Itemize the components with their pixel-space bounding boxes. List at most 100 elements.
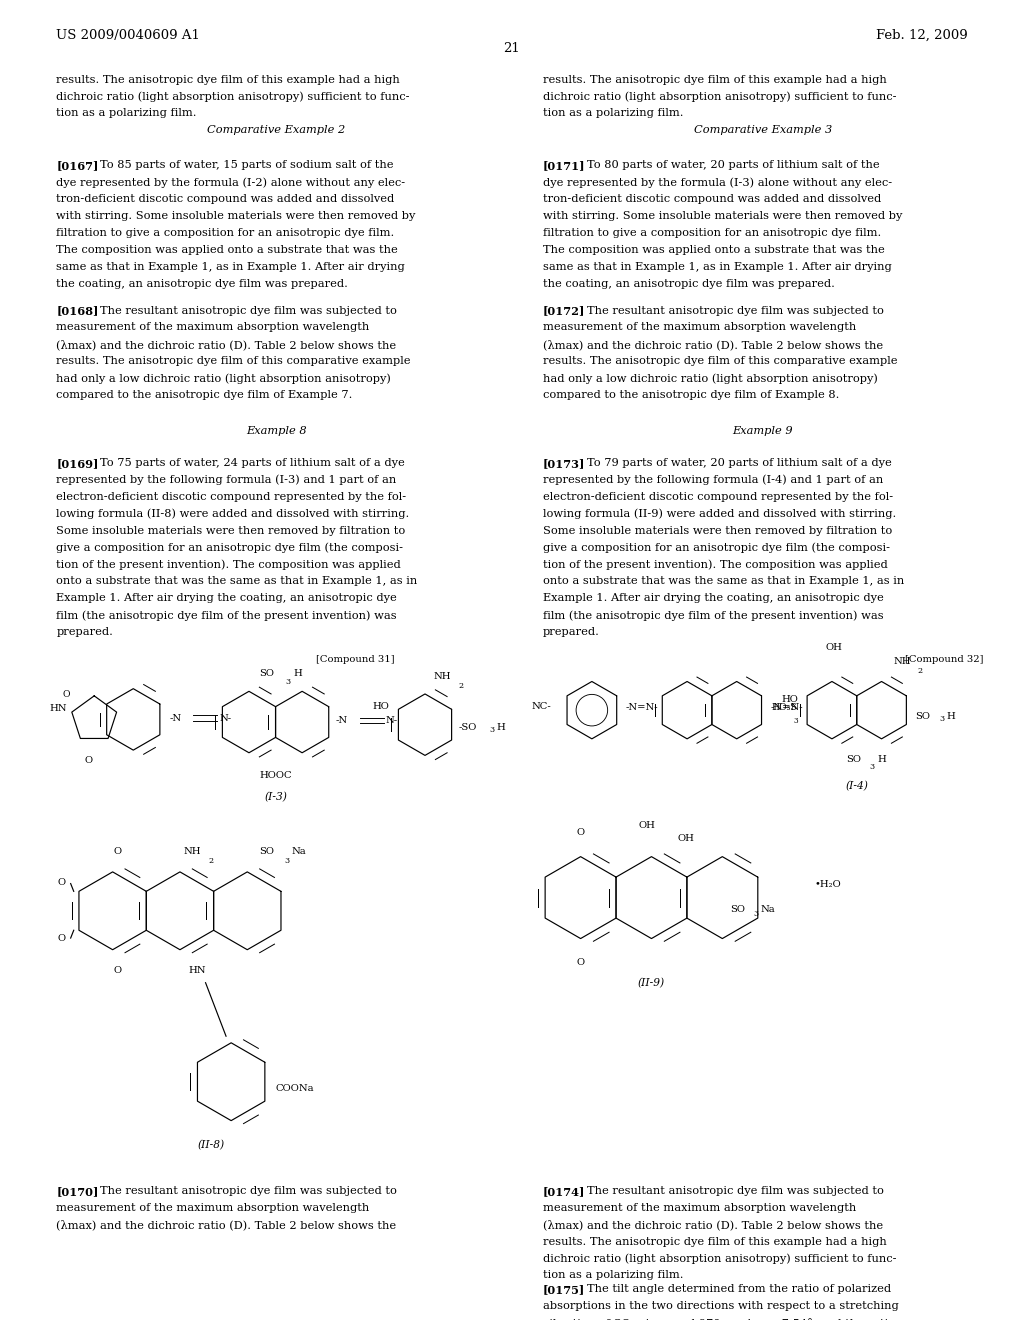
Text: O: O xyxy=(57,935,66,944)
Text: 3: 3 xyxy=(794,717,798,725)
Text: O: O xyxy=(577,958,585,968)
Text: Example 9: Example 9 xyxy=(732,425,794,436)
Text: N-: N- xyxy=(385,717,397,725)
Text: The resultant anisotropic dye film was subjected to: The resultant anisotropic dye film was s… xyxy=(587,1185,884,1196)
Text: the coating, an anisotropic dye film was prepared.: the coating, an anisotropic dye film was… xyxy=(56,279,348,289)
Text: represented by the following formula (I-3) and 1 part of an: represented by the following formula (I-… xyxy=(56,475,396,486)
Text: NC-: NC- xyxy=(531,702,551,710)
Text: SO: SO xyxy=(259,847,274,857)
Text: O: O xyxy=(84,756,92,766)
Text: 3: 3 xyxy=(284,857,289,866)
Text: filtration to give a composition for an anisotropic dye film.: filtration to give a composition for an … xyxy=(56,228,394,238)
Text: film (the anisotropic dye film of the present invention) was: film (the anisotropic dye film of the pr… xyxy=(543,610,884,620)
Text: -N: -N xyxy=(336,717,348,725)
Text: had only a low dichroic ratio (light absorption anisotropy): had only a low dichroic ratio (light abs… xyxy=(56,374,391,384)
Text: -N=N-: -N=N- xyxy=(626,704,658,711)
Text: The resultant anisotropic dye film was subjected to: The resultant anisotropic dye film was s… xyxy=(100,1185,397,1196)
Text: measurement of the maximum absorption wavelength: measurement of the maximum absorption wa… xyxy=(56,322,370,333)
Text: The resultant anisotropic dye film was subjected to: The resultant anisotropic dye film was s… xyxy=(100,306,397,315)
Text: results. The anisotropic dye film of this comparative example: results. The anisotropic dye film of thi… xyxy=(56,356,411,366)
Text: [0167]: [0167] xyxy=(56,161,98,172)
Text: [0174]: [0174] xyxy=(543,1185,585,1197)
Text: measurement of the maximum absorption wavelength: measurement of the maximum absorption wa… xyxy=(543,322,856,333)
Text: the coating, an anisotropic dye film was prepared.: the coating, an anisotropic dye film was… xyxy=(543,279,835,289)
Text: prepared.: prepared. xyxy=(56,627,114,638)
Text: H: H xyxy=(877,755,886,764)
Text: Feb. 12, 2009: Feb. 12, 2009 xyxy=(876,29,968,42)
Text: [0168]: [0168] xyxy=(56,306,98,317)
Text: HO: HO xyxy=(373,702,389,710)
Text: 3: 3 xyxy=(939,715,944,723)
Text: 3: 3 xyxy=(489,726,495,734)
Text: [0169]: [0169] xyxy=(56,458,98,469)
Text: HO₃S: HO₃S xyxy=(771,704,797,711)
Text: H: H xyxy=(497,723,506,731)
Text: give a composition for an anisotropic dye film (the composi-: give a composition for an anisotropic dy… xyxy=(56,543,403,553)
Text: The composition was applied onto a substrate that was the: The composition was applied onto a subst… xyxy=(56,244,398,255)
Text: H: H xyxy=(946,713,954,721)
Text: (II-9): (II-9) xyxy=(638,978,665,989)
Text: N-: N- xyxy=(219,714,231,722)
Text: To 79 parts of water, 20 parts of lithium salt of a dye: To 79 parts of water, 20 parts of lithiu… xyxy=(587,458,892,469)
Text: (λmax) and the dichroic ratio (D). Table 2 below shows the: (λmax) and the dichroic ratio (D). Table… xyxy=(56,1220,396,1230)
Text: results. The anisotropic dye film of this example had a high: results. The anisotropic dye film of thi… xyxy=(543,1237,887,1246)
Text: COONa: COONa xyxy=(275,1084,313,1093)
Text: O: O xyxy=(114,965,122,974)
Text: 3: 3 xyxy=(869,763,874,771)
Text: 3: 3 xyxy=(286,678,291,686)
Text: 2: 2 xyxy=(209,857,214,866)
Text: dichroic ratio (light absorption anisotropy) sufficient to func-: dichroic ratio (light absorption anisotr… xyxy=(56,91,410,102)
Text: [Compound 31]: [Compound 31] xyxy=(315,656,394,664)
Text: O: O xyxy=(577,828,585,837)
Text: lowing formula (II-8) were added and dissolved with stirring.: lowing formula (II-8) were added and dis… xyxy=(56,508,410,519)
Text: HOOC: HOOC xyxy=(259,771,292,780)
Text: [Compound 32]: [Compound 32] xyxy=(904,656,983,664)
Text: measurement of the maximum absorption wavelength: measurement of the maximum absorption wa… xyxy=(56,1203,370,1213)
Text: (λmax) and the dichroic ratio (D). Table 2 below shows the: (λmax) and the dichroic ratio (D). Table… xyxy=(543,1220,883,1230)
Text: onto a substrate that was the same as that in Example 1, as in: onto a substrate that was the same as th… xyxy=(543,577,904,586)
Text: compared to the anisotropic dye film of Example 7.: compared to the anisotropic dye film of … xyxy=(56,391,352,400)
Text: vibration of SO₃ at around 970 cm⁻¹ was 7.54°, and the ratio: vibration of SO₃ at around 970 cm⁻¹ was … xyxy=(543,1319,895,1320)
Text: results. The anisotropic dye film of this comparative example: results. The anisotropic dye film of thi… xyxy=(543,356,897,366)
Text: NH: NH xyxy=(894,656,911,665)
Text: dichroic ratio (light absorption anisotropy) sufficient to func-: dichroic ratio (light absorption anisotr… xyxy=(543,1254,896,1265)
Text: film (the anisotropic dye film of the present invention) was: film (the anisotropic dye film of the pr… xyxy=(56,610,397,620)
Text: (I-3): (I-3) xyxy=(264,792,287,803)
Text: [0171]: [0171] xyxy=(543,161,586,172)
Text: NH: NH xyxy=(183,847,201,857)
Text: [0173]: [0173] xyxy=(543,458,585,469)
Text: electron-deficient discotic compound represented by the fol-: electron-deficient discotic compound rep… xyxy=(543,492,893,502)
Text: (I-4): (I-4) xyxy=(845,781,868,792)
Text: To 85 parts of water, 15 parts of sodium salt of the: To 85 parts of water, 15 parts of sodium… xyxy=(100,161,394,170)
Text: -N: -N xyxy=(169,714,181,722)
Text: 2: 2 xyxy=(918,667,923,675)
Text: give a composition for an anisotropic dye film (the composi-: give a composition for an anisotropic dy… xyxy=(543,543,890,553)
Text: Comparative Example 3: Comparative Example 3 xyxy=(693,125,833,136)
Text: same as that in Example 1, as in Example 1. After air drying: same as that in Example 1, as in Example… xyxy=(56,261,406,272)
Text: with stirring. Some insoluble materials were then removed by: with stirring. Some insoluble materials … xyxy=(56,211,416,220)
Text: same as that in Example 1, as in Example 1. After air drying: same as that in Example 1, as in Example… xyxy=(543,261,892,272)
Text: H: H xyxy=(293,669,302,678)
Text: measurement of the maximum absorption wavelength: measurement of the maximum absorption wa… xyxy=(543,1203,856,1213)
Text: HN: HN xyxy=(188,965,206,974)
Text: HO: HO xyxy=(781,696,798,704)
Text: lowing formula (II-9) were added and dissolved with stirring.: lowing formula (II-9) were added and dis… xyxy=(543,508,896,519)
Text: absorptions in the two directions with respect to a stretching: absorptions in the two directions with r… xyxy=(543,1302,898,1311)
Text: (II-8): (II-8) xyxy=(197,1140,224,1151)
Text: (λmax) and the dichroic ratio (D). Table 2 below shows the: (λmax) and the dichroic ratio (D). Table… xyxy=(543,339,883,350)
Text: To 80 parts of water, 20 parts of lithium salt of the: To 80 parts of water, 20 parts of lithiu… xyxy=(587,161,880,170)
Text: OH: OH xyxy=(639,821,655,830)
Text: Example 8: Example 8 xyxy=(246,425,307,436)
Text: OH: OH xyxy=(825,643,843,652)
Text: SO: SO xyxy=(915,713,931,721)
Text: [0170]: [0170] xyxy=(56,1185,98,1197)
Text: filtration to give a composition for an anisotropic dye film.: filtration to give a composition for an … xyxy=(543,228,881,238)
Text: Na: Na xyxy=(291,847,306,857)
Text: O: O xyxy=(114,847,122,857)
Text: tion as a polarizing film.: tion as a polarizing film. xyxy=(543,108,683,119)
Text: O: O xyxy=(62,689,70,698)
Text: •H₂O: •H₂O xyxy=(814,880,842,888)
Text: tion as a polarizing film.: tion as a polarizing film. xyxy=(56,108,197,119)
Text: results. The anisotropic dye film of this example had a high: results. The anisotropic dye film of thi… xyxy=(56,74,400,84)
Text: tron-deficient discotic compound was added and dissolved: tron-deficient discotic compound was add… xyxy=(543,194,881,205)
